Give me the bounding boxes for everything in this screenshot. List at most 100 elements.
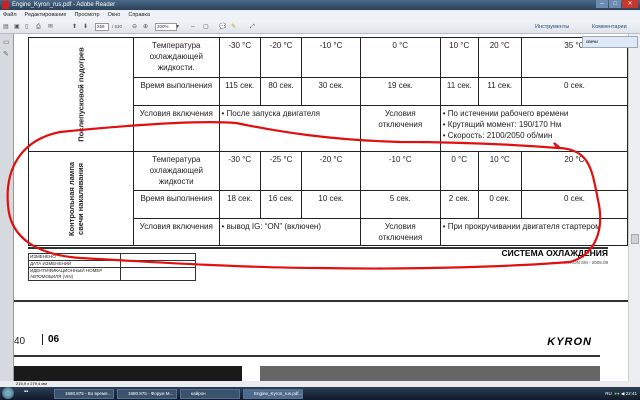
open-icon[interactable]: ▣ <box>14 24 20 30</box>
taskbar-item-opera-2[interactable]: 1680.875 - Форум M... <box>117 388 177 399</box>
status-bar: 215,9 x 279,4 мм <box>0 381 640 387</box>
save-icon[interactable]: ▯ <box>25 24 29 30</box>
row-label: Время выполнения <box>133 190 220 219</box>
cell: -10 °C <box>359 151 441 191</box>
page-size: 215,9 x 279,4 мм <box>16 381 47 386</box>
cell: -30 °C <box>218 37 261 78</box>
photo <box>260 366 600 381</box>
cell: 0 °C <box>439 151 479 191</box>
prev-page-icon[interactable]: ⬆ <box>72 24 78 30</box>
row-label: Температура охлаждающей жидкости. <box>133 37 220 78</box>
taskbar-item-reader[interactable]: Engine_Kyron_rus.pdf... <box>243 388 303 399</box>
taskbar-item-opera-1[interactable]: 1680.875 - Во время... <box>54 388 114 399</box>
cell: 10 сек. <box>301 190 361 219</box>
zoom-dropdown-icon[interactable]: ▾ <box>176 24 180 30</box>
cell: • По истечении рабочего времени • Крутящи… <box>439 105 628 152</box>
tools-button[interactable]: Инструменты <box>535 24 570 30</box>
window-title: Engine_Kyron_rus.pdf - Adobe Reader <box>12 2 116 8</box>
cell: 0 сек. <box>520 190 628 219</box>
minimize-button[interactable]: – <box>596 0 608 8</box>
cell: Условия отключения <box>359 105 441 152</box>
pages-icon[interactable]: ▭ <box>3 39 10 46</box>
glow-plug-spec-table: Послепусковой подогрев Температура охлаж… <box>28 37 628 246</box>
menu-window[interactable]: Окно <box>107 12 121 18</box>
zoom-out-icon[interactable]: ⊖ <box>132 24 138 30</box>
manual-version: KYRON SM - 2005.09 <box>563 260 608 265</box>
cell: -20 °C <box>259 37 303 78</box>
close-button[interactable]: ✕ <box>622 0 638 8</box>
cell: 19 сек. <box>359 77 441 106</box>
document-view: Послепусковой подогрев Температура охлаж… <box>14 34 628 381</box>
highlight-icon[interactable]: ✎ <box>231 24 237 30</box>
cell: 20 °C <box>477 37 522 78</box>
cell: -30 °C <box>218 151 261 191</box>
fit-width-icon[interactable]: ⇔ <box>190 24 196 30</box>
language-indicator[interactable]: RU <box>605 391 612 396</box>
cell: 20 °C <box>520 151 628 191</box>
cell: 2 сек. <box>439 190 479 219</box>
taskbar-item-folder[interactable]: кайрон <box>180 388 240 399</box>
comments-button[interactable]: Комментарии <box>592 24 627 30</box>
menu-bar: Файл Редактирование Просмотр Окно Справк… <box>0 10 640 20</box>
clock: 22:41 <box>625 391 637 396</box>
system-tray: RU ●● ◀ 22:41 <box>605 388 637 399</box>
tray-icons[interactable]: ●● <box>614 391 620 396</box>
group-afterglow: Послепусковой подогрев <box>28 37 134 152</box>
table-row: Контрольная лампа свечи накаливания Темп… <box>28 151 628 246</box>
email-icon[interactable]: ✉ <box>48 24 54 30</box>
maximize-button[interactable]: □ <box>609 0 621 8</box>
cell: 11 сек. <box>477 77 522 106</box>
next-page-icon[interactable]: ⬇ <box>83 24 89 30</box>
cell: • После запуска двигателя <box>218 105 361 152</box>
show-desktop-icon[interactable]: ▪▪ <box>24 389 29 395</box>
condition: • Скорость: 2100/2050 об/мин <box>442 131 553 140</box>
fit-page-icon[interactable]: ▢ <box>203 24 209 30</box>
toolbar: ▤ ▣ ▯ ⎙ ✉ ⬆ ⬇ 259 / 530 ⊖ ⊕ 200% ▾ ⇔ ▢ 💬… <box>0 20 640 34</box>
vertical-scrollbar[interactable] <box>628 34 640 381</box>
cell: 18 сек. <box>218 190 261 219</box>
label: ИЗМЕНЕНО <box>28 253 121 261</box>
adobe-reader-icon <box>2 1 9 9</box>
print-icon[interactable]: ⎙ <box>36 24 41 30</box>
cell: 0 сек. <box>520 77 628 106</box>
comment-icon[interactable]: 💬 <box>219 24 227 30</box>
page-total: / 530 <box>112 24 123 29</box>
row-label: Температура охлаждающей жидкости <box>133 151 220 191</box>
cell: 80 сек. <box>259 77 303 106</box>
attachment-icon[interactable]: ✎ <box>3 51 9 58</box>
navigation-pane: ▭ ✎ <box>0 34 14 381</box>
start-button[interactable] <box>2 387 14 399</box>
zoom-select[interactable]: 200% <box>155 23 177 31</box>
volume-icon[interactable]: ◀ <box>621 391 625 396</box>
menu-edit[interactable]: Редактирование <box>24 12 67 18</box>
revision-table: ИЗМЕНЕНО ДАТА ИЗМЕНЕНИЙ ИДЕНТИФИКАЦИОННЫ… <box>28 253 196 281</box>
cell: 10 °C <box>439 37 479 78</box>
menu-view[interactable]: Просмотр <box>74 12 100 18</box>
cell: • При прокручивании двигателя стартером <box>439 218 628 246</box>
cell: -10 °C <box>301 37 361 78</box>
group-glow-lamp: Контрольная лампа свечи накаливания <box>28 151 134 246</box>
menu-help[interactable]: Справка <box>128 12 150 18</box>
section-title: СИСТЕМА ОХЛАЖДЕНИЯ <box>501 248 608 258</box>
cell: 16 сек. <box>259 190 303 219</box>
find-input[interactable]: свечи <box>582 36 638 48</box>
cell: 115 сек. <box>218 77 261 106</box>
menu-file[interactable]: Файл <box>3 12 17 18</box>
cell: 30 сек. <box>301 77 361 106</box>
page-number: 40 <box>14 336 26 347</box>
cell: -25 °C <box>259 151 303 191</box>
cell: 10 °C <box>477 151 522 191</box>
table-row: Послепусковой подогрев Температура охлаж… <box>28 37 628 152</box>
cell: -20 °C <box>301 151 361 191</box>
page-number-input[interactable]: 259 <box>95 23 109 31</box>
cell: Условия отключения <box>359 218 441 246</box>
cell: 5 сек. <box>359 190 441 219</box>
zoom-in-icon[interactable]: ⊕ <box>143 24 149 30</box>
create-icon[interactable]: ▤ <box>3 24 9 30</box>
row-label: Условия включения <box>133 105 220 152</box>
label: ДАТА ИЗМЕНЕНИЙ <box>28 260 121 268</box>
cell: • вывод IG: “ON” (включен) <box>218 218 361 246</box>
label: ИДЕНТИФИКАЦИОННЫЙ НОМЕР АВТОМОБИЛЯ (VIN) <box>28 267 121 281</box>
fullscreen-icon[interactable]: ⤢ <box>250 24 255 30</box>
divider <box>14 355 600 357</box>
